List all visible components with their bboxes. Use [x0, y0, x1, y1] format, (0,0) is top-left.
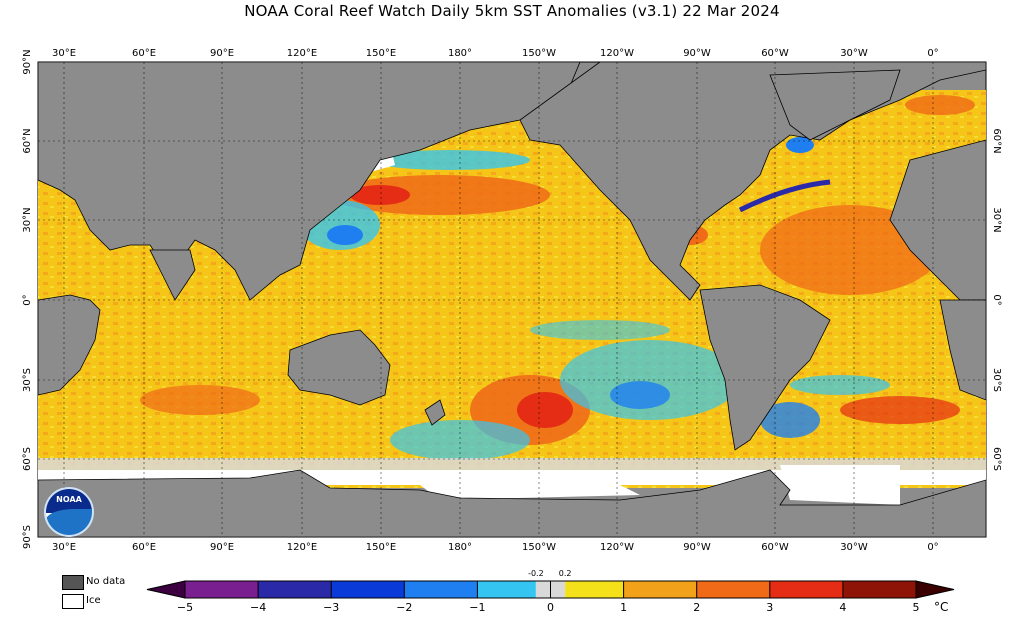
- colorbar-segment: [565, 581, 624, 598]
- colorbar-segment: [477, 581, 536, 598]
- lat-label-left: 30°S: [22, 368, 33, 392]
- lon-label-bottom: 150°W: [522, 542, 556, 553]
- colorbar-tick-label: 3: [766, 601, 774, 614]
- colorbar-segment: [842, 581, 916, 598]
- colorbar-tick-label: −4: [249, 601, 267, 614]
- graticule: [38, 62, 986, 537]
- lon-label-top: 30°E: [52, 48, 76, 59]
- lat-label-right: 60°S: [991, 447, 1002, 471]
- lon-label-bottom: 30°W: [840, 542, 868, 553]
- lon-label-bottom: 120°E: [287, 542, 317, 553]
- lon-label-top: 60°E: [132, 48, 156, 59]
- colorbar-tick-label: 4: [839, 601, 847, 614]
- colorbar-segment: [623, 581, 697, 598]
- lon-label-bottom: 90°E: [210, 542, 234, 553]
- no-data-swatch: [62, 575, 84, 590]
- land: [38, 62, 986, 537]
- colorbar-small-tick-label: 0.2: [558, 569, 572, 578]
- colorbar-segment: [185, 581, 259, 598]
- colorbar-tick-label: −3: [323, 601, 340, 614]
- latitude-labels-left: 90°N 60°N 30°N 0° 30°S 60°S 90°S: [22, 49, 33, 549]
- colorbar-unit: °C: [934, 600, 949, 614]
- colorbar: [146, 580, 955, 599]
- colorbar-tick-label: −1: [469, 601, 486, 614]
- colorbar-min-arrow: [146, 580, 186, 599]
- lon-label-bottom: 90°W: [683, 542, 711, 553]
- lon-label-top: 180°: [448, 48, 472, 59]
- colorbar-tick-label: 1: [620, 601, 628, 614]
- lon-label-bottom: 120°W: [600, 542, 634, 553]
- lon-label-bottom: 0°: [927, 542, 938, 553]
- colorbar-segment: [696, 581, 770, 598]
- lat-label-right: 30°S: [991, 368, 1002, 392]
- lon-label-bottom: 60°W: [761, 542, 789, 553]
- lon-label-top: 150°E: [366, 48, 396, 59]
- lat-label-right: 30°N: [991, 207, 1002, 232]
- lat-label-left: 90°S: [22, 525, 33, 549]
- cool-anomalies: [300, 137, 890, 460]
- colorbar-segment: [769, 581, 843, 598]
- lon-label-top: 120°W: [600, 48, 634, 59]
- colorbar-tick-label: −5: [176, 601, 194, 614]
- lon-label-top: 60°W: [761, 48, 789, 59]
- colorbar-small-tick-label: -0.2: [528, 569, 544, 578]
- lon-label-bottom: 150°E: [366, 542, 396, 553]
- lon-label-top: 30°W: [840, 48, 868, 59]
- lat-label-left: 60°N: [22, 128, 33, 153]
- longitude-labels-bottom: 30°E 60°E 90°E 120°E 150°E 180° 150°W 120°W 90°W…: [52, 542, 939, 553]
- southern-neutral-band: [38, 458, 986, 472]
- colorbar-tick-label: −2: [396, 601, 413, 614]
- colorbar-segment: [258, 581, 332, 598]
- lon-label-top: 120°E: [287, 48, 317, 59]
- lat-label-left: 90°N: [22, 49, 33, 74]
- colorbar-max-arrow: [915, 580, 955, 599]
- lon-label-top: 0°: [927, 48, 938, 59]
- longitude-labels-top: 30°E 60°E 90°E 120°E 150°E 180° 150°W 120°W 90°W…: [52, 48, 939, 59]
- colorbar-tick-label: 5: [912, 601, 920, 614]
- ice-label: Ice: [86, 595, 101, 606]
- ice-swatch: [62, 594, 84, 609]
- lon-label-bottom: 60°E: [132, 542, 156, 553]
- no-data-label: No data: [86, 576, 126, 587]
- lon-label-bottom: 30°E: [52, 542, 76, 553]
- lat-label-right: 60°N: [991, 128, 1002, 153]
- colorbar-segment: [404, 581, 478, 598]
- colorbar-tick-label: 2: [693, 601, 701, 614]
- lon-label-top: 90°W: [683, 48, 711, 59]
- lon-label-bottom: 180°: [448, 542, 472, 553]
- colorbar-tick-label: 0: [547, 601, 554, 614]
- colorbar-segment: [331, 581, 405, 598]
- latitude-labels-right: 60°N 30°N 0° 30°S 60°S: [991, 128, 1002, 471]
- lat-label-left: 60°S: [22, 447, 33, 471]
- lat-label-right: 0°: [991, 294, 1002, 305]
- map-title: NOAA Coral Reef Watch Daily 5km SST Anom…: [244, 2, 780, 20]
- lon-label-top: 90°E: [210, 48, 234, 59]
- lon-label-top: 150°W: [522, 48, 556, 59]
- lat-label-left: 0°: [22, 294, 33, 305]
- noaa-logo: NOAA: [44, 487, 94, 537]
- lat-label-left: 30°N: [22, 207, 33, 232]
